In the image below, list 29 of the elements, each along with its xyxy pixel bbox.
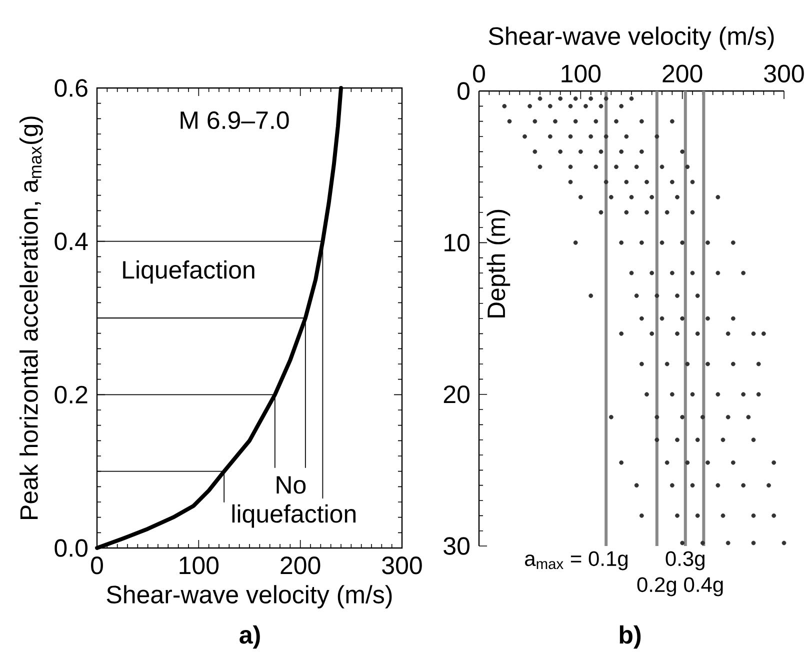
x-tick-label: 100	[562, 64, 601, 82]
y-axis-title: Depth (m)	[486, 210, 510, 318]
y-tick-label: 20	[444, 385, 470, 404]
text: a)	[240, 625, 260, 649]
text: b)	[620, 625, 641, 649]
annotation: 0.4g	[684, 577, 723, 596]
annotation: No liquefaction	[232, 476, 356, 528]
y-tick-label: 0.2	[54, 386, 88, 404]
annotation: a$_{max}$ = 0.1g	[525, 551, 628, 570]
x-tick-label: 100	[180, 556, 219, 574]
x-tick-label: 0	[473, 64, 485, 82]
x-axis-title: Shear-wave velocity (m/s)	[106, 585, 392, 608]
x-tick-label: 0	[91, 556, 103, 574]
x-axis-title: Shear-wave velocity (m/s)	[488, 26, 774, 50]
x-tick-label: 300	[764, 64, 804, 82]
y-tick-label: 0	[458, 82, 470, 100]
annotation: 0.2g	[637, 577, 676, 596]
x-tick-label: 200	[662, 64, 702, 82]
y-tick-label: 0.6	[54, 79, 88, 97]
x-tick-label: 200	[280, 556, 320, 574]
y-tick-label: 10	[444, 234, 470, 252]
annotation: 0.3g	[666, 551, 704, 570]
y-tick-label: 0.0	[54, 539, 88, 557]
x-tick-label: 300	[382, 556, 422, 574]
y-tick-label: 0.4	[54, 232, 88, 250]
y-tick-label: 30	[444, 537, 470, 555]
annotation: Liquefaction	[123, 260, 254, 284]
annotation: M 6.9–7.0	[180, 111, 289, 130]
y-axis-title: Peak horizontal acceleration, a$_{max}$(g)	[20, 116, 43, 519]
